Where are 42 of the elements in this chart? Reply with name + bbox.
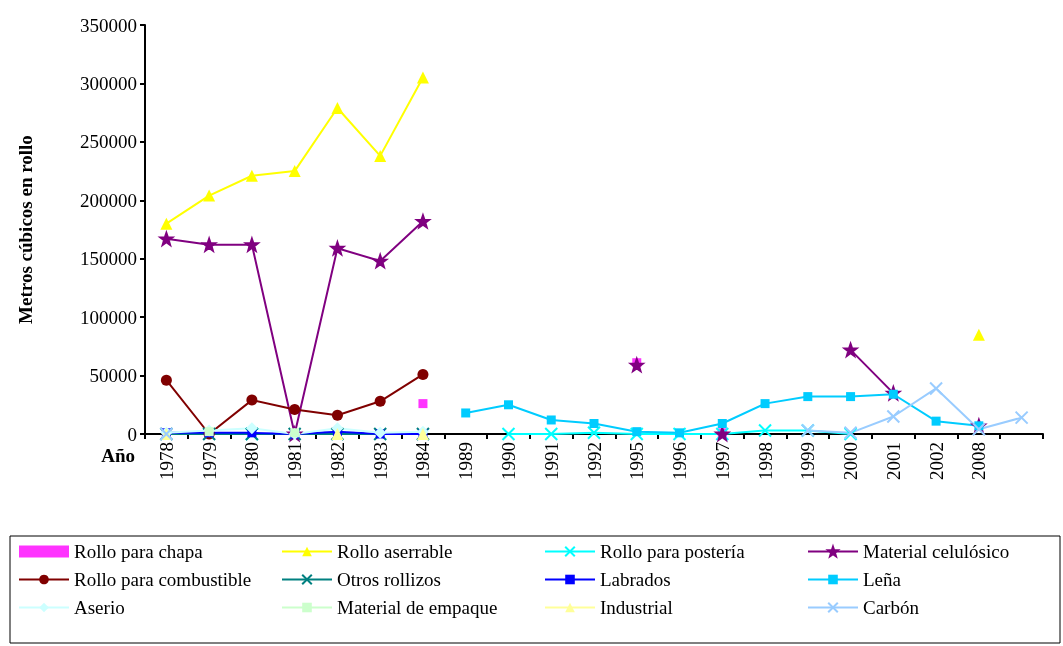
legend-label: Rollo para chapa bbox=[74, 541, 204, 562]
x-tick-label: 1981 bbox=[284, 442, 306, 480]
x-tick-label: 1980 bbox=[241, 442, 263, 480]
y-tick-label: 250000 bbox=[80, 131, 137, 153]
x-tick-label: 1978 bbox=[155, 442, 177, 480]
y-tick-label: 100000 bbox=[80, 306, 137, 328]
x-tick-label: 2002 bbox=[925, 442, 947, 480]
legend-label: Leña bbox=[863, 569, 902, 590]
x-tick-label: 1992 bbox=[583, 442, 605, 480]
y-tick-label: 200000 bbox=[80, 189, 137, 211]
x-tick-label: 1995 bbox=[626, 442, 648, 480]
x-axis-title: Año bbox=[101, 445, 135, 466]
x-tick-label: 2008 bbox=[968, 442, 990, 480]
legend-label: Labrados bbox=[600, 569, 671, 590]
x-tick-label: 1997 bbox=[711, 442, 733, 480]
x-tick-label: 1984 bbox=[412, 441, 434, 480]
y-tick-label: 0 bbox=[127, 423, 137, 445]
x-tick-label: 1996 bbox=[669, 442, 691, 480]
legend-label: Rollo para combustible bbox=[74, 569, 252, 590]
x-tick-label: 1979 bbox=[198, 442, 220, 480]
y-tick-label: 150000 bbox=[80, 248, 137, 270]
legend-label: Rollo para postería bbox=[600, 541, 746, 562]
legend-label: Rollo aserrable bbox=[337, 541, 453, 562]
legend-label: Carbón bbox=[863, 597, 920, 618]
x-tick-label: 1991 bbox=[540, 442, 562, 480]
legend-label: Industrial bbox=[600, 597, 673, 618]
x-tick-label: 1982 bbox=[326, 442, 348, 480]
y-tick-label: 50000 bbox=[89, 365, 137, 387]
x-tick-label: 2000 bbox=[840, 442, 862, 480]
x-tick-label: 1989 bbox=[455, 442, 477, 480]
legend-label: Otros rollizos bbox=[337, 569, 441, 590]
y-tick-label: 300000 bbox=[80, 72, 137, 94]
x-tick-label: 2001 bbox=[882, 442, 904, 480]
x-tick-label: 1990 bbox=[497, 442, 519, 480]
y-axis-title: Metros cúbicos en rollo bbox=[15, 135, 36, 324]
legend-label: Material de empaque bbox=[337, 597, 498, 618]
legend-label: Aserio bbox=[74, 597, 125, 618]
y-tick-label: 350000 bbox=[80, 14, 137, 36]
x-tick-label: 1998 bbox=[754, 442, 776, 480]
legend-label: Material celulósico bbox=[863, 541, 1010, 562]
x-tick-label: 1983 bbox=[369, 442, 391, 480]
x-tick-label: 1999 bbox=[797, 442, 819, 480]
